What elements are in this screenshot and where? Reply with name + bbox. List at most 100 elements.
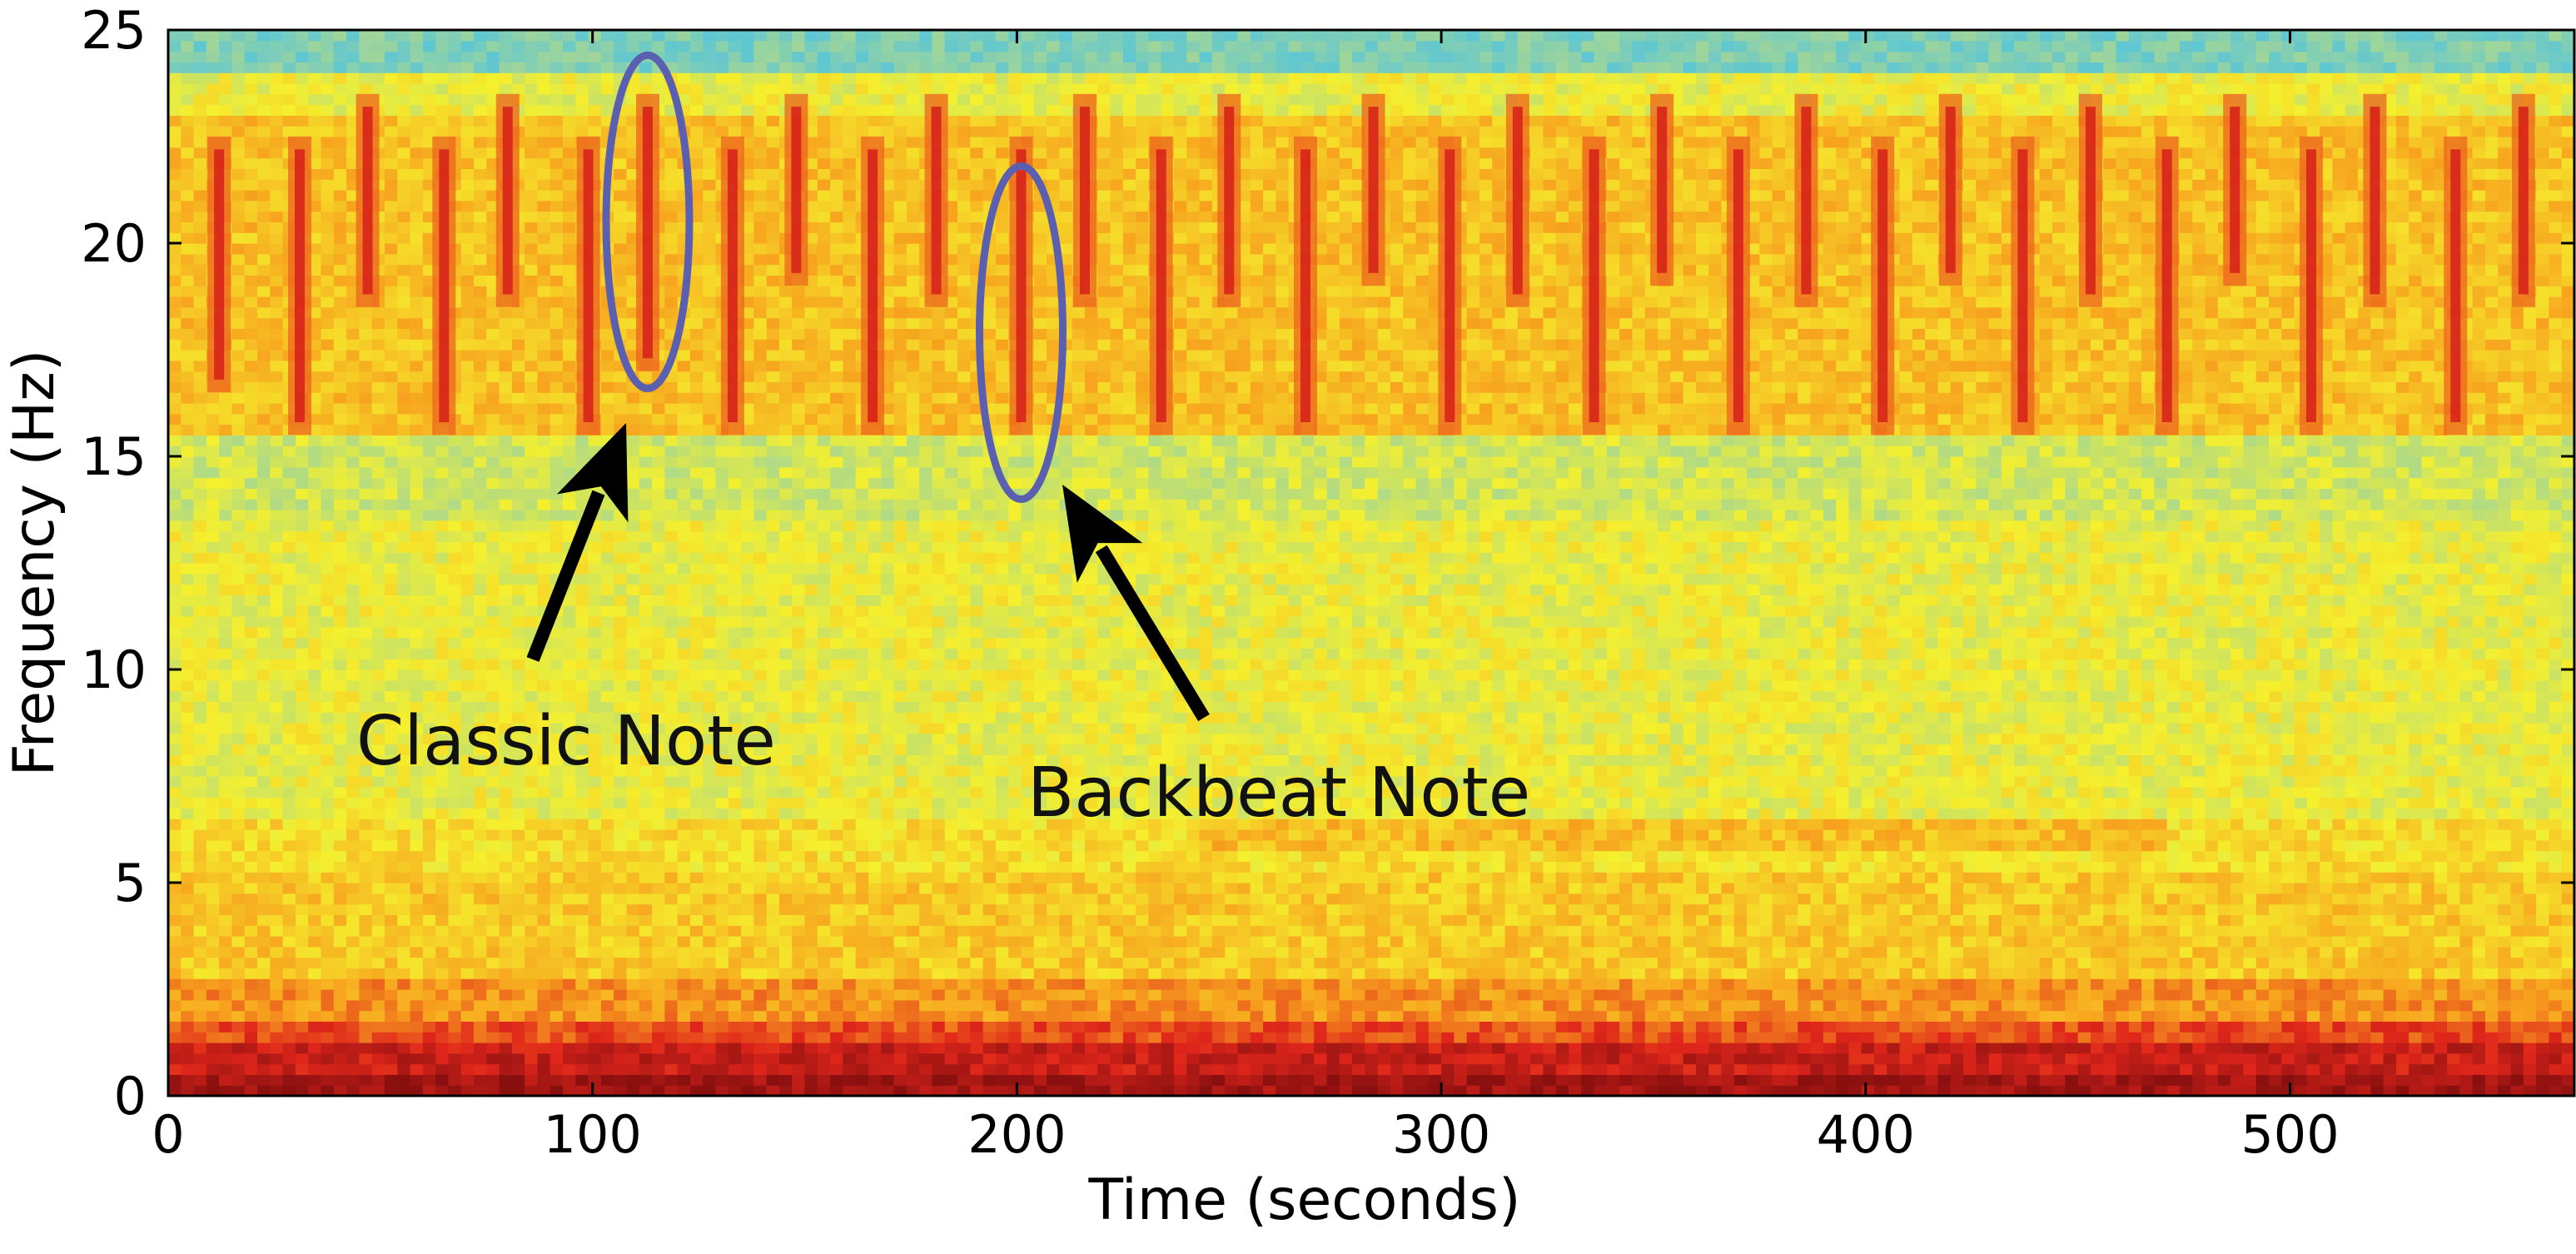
heatmap-cell bbox=[1084, 861, 1098, 873]
heatmap-cell bbox=[206, 936, 220, 948]
heatmap-cell bbox=[1976, 968, 1990, 979]
heatmap-cell bbox=[1084, 946, 1098, 958]
heatmap-cell bbox=[1504, 819, 1519, 830]
heatmap-cell bbox=[1237, 1085, 1251, 1096]
heatmap-cell bbox=[588, 850, 602, 862]
heatmap-cell bbox=[906, 936, 920, 948]
heatmap-cell bbox=[982, 1052, 997, 1065]
heatmap-cell bbox=[1466, 861, 1480, 873]
heatmap-cell bbox=[1747, 903, 1760, 915]
heatmap-cell bbox=[1912, 999, 1926, 1012]
heatmap-cell bbox=[2205, 1010, 2219, 1022]
heatmap-cell bbox=[1784, 925, 1798, 937]
heatmap-cell bbox=[2217, 968, 2231, 979]
heatmap-cell bbox=[1606, 850, 1620, 862]
heatmap-cell bbox=[1186, 903, 1201, 915]
heatmap-cell bbox=[2269, 936, 2282, 948]
heatmap-cell bbox=[244, 1063, 258, 1075]
heatmap-cell bbox=[525, 1085, 539, 1096]
heatmap-cell bbox=[1225, 957, 1239, 968]
heatmap-cell bbox=[1148, 839, 1162, 852]
heatmap-cell bbox=[1619, 1043, 1634, 1054]
heatmap-cell bbox=[778, 999, 793, 1012]
heatmap-cell bbox=[778, 925, 793, 937]
heatmap-cell bbox=[1504, 978, 1519, 990]
heatmap-cell bbox=[384, 946, 398, 958]
heatmap-cell bbox=[600, 1032, 614, 1043]
heatmap-cell bbox=[1619, 893, 1634, 905]
heatmap-cell bbox=[2166, 872, 2181, 883]
heatmap-cell bbox=[2192, 946, 2206, 958]
heatmap-cell bbox=[817, 1052, 831, 1065]
heatmap-cell bbox=[1721, 1010, 1735, 1022]
heatmap-cell bbox=[1084, 968, 1098, 979]
heatmap-cell bbox=[1912, 1085, 1926, 1096]
heatmap-cell bbox=[486, 999, 500, 1012]
heatmap-cell bbox=[435, 819, 450, 830]
heatmap-cell bbox=[1276, 1085, 1290, 1096]
heatmap-cell bbox=[2243, 893, 2257, 905]
heatmap-cell bbox=[1530, 819, 1544, 830]
heatmap-cell bbox=[703, 1085, 717, 1096]
heatmap-cell bbox=[1912, 872, 1926, 883]
heatmap-cell bbox=[206, 819, 220, 830]
heatmap-cell bbox=[486, 1043, 500, 1054]
heatmap-cell bbox=[2243, 914, 2257, 926]
heatmap-cell bbox=[1569, 903, 1582, 915]
heatmap-cell bbox=[588, 883, 602, 894]
heatmap-cell bbox=[639, 1063, 653, 1075]
heatmap-cell bbox=[1784, 914, 1798, 926]
heatmap-cell bbox=[1428, 957, 1442, 968]
heatmap-cell bbox=[2039, 903, 2053, 915]
heatmap-cell bbox=[511, 978, 525, 990]
heatmap-cell bbox=[2472, 957, 2486, 968]
heatmap-cell bbox=[1415, 946, 1430, 958]
heatmap-cell bbox=[614, 829, 628, 841]
heatmap-cell bbox=[2472, 1052, 2486, 1065]
heatmap-cell bbox=[2243, 989, 2257, 1001]
heatmap-cell bbox=[1733, 819, 1748, 830]
heatmap-cell bbox=[906, 925, 920, 937]
heatmap-cell bbox=[511, 1010, 525, 1022]
heatmap-cell bbox=[1963, 861, 1977, 873]
heatmap-cell bbox=[2510, 883, 2524, 894]
heatmap-cell bbox=[1148, 1074, 1162, 1086]
heatmap-cell bbox=[1569, 819, 1582, 830]
heatmap-cell bbox=[639, 1021, 653, 1033]
heatmap-cell bbox=[2243, 1063, 2257, 1075]
heatmap-cell bbox=[614, 989, 628, 1001]
heatmap-cell bbox=[1543, 1085, 1557, 1096]
heatmap-cell bbox=[257, 850, 271, 862]
heatmap-cell bbox=[1161, 1074, 1175, 1086]
heatmap-cell bbox=[1784, 1032, 1798, 1043]
heatmap-cell bbox=[1988, 1043, 2002, 1054]
heatmap-cell bbox=[932, 1063, 946, 1075]
heatmap-cell bbox=[1733, 936, 1748, 948]
heatmap-cell bbox=[1110, 1074, 1124, 1086]
heatmap-cell bbox=[1072, 1043, 1086, 1054]
heatmap-cell bbox=[1759, 861, 1773, 873]
heatmap-cell bbox=[1288, 1074, 1302, 1086]
heatmap-cell bbox=[2243, 839, 2257, 852]
heatmap-cell bbox=[804, 893, 818, 905]
heatmap-cell bbox=[2255, 1021, 2270, 1033]
heatmap-cell bbox=[2447, 829, 2460, 841]
heatmap-cell bbox=[1988, 872, 2002, 883]
heatmap-cell bbox=[1403, 914, 1417, 926]
heatmap-cell bbox=[1479, 1032, 1493, 1043]
heatmap-cell bbox=[2306, 978, 2320, 990]
heatmap-cell bbox=[2459, 968, 2474, 979]
heatmap-cell bbox=[2434, 839, 2448, 852]
heatmap-cell bbox=[1530, 936, 1544, 948]
heatmap-cell bbox=[1708, 1074, 1723, 1086]
heatmap-cell bbox=[1033, 936, 1047, 948]
heatmap-cell bbox=[1619, 925, 1634, 937]
heatmap-cell bbox=[741, 829, 754, 841]
heatmap-cell bbox=[1288, 1021, 1302, 1033]
heatmap-cell bbox=[333, 808, 347, 819]
heatmap-cell bbox=[1606, 1074, 1620, 1086]
heatmap-cell bbox=[1300, 957, 1315, 968]
heatmap-cell bbox=[1415, 968, 1430, 979]
heatmap-cell bbox=[2549, 1085, 2563, 1096]
heatmap-cell bbox=[1848, 872, 1862, 883]
